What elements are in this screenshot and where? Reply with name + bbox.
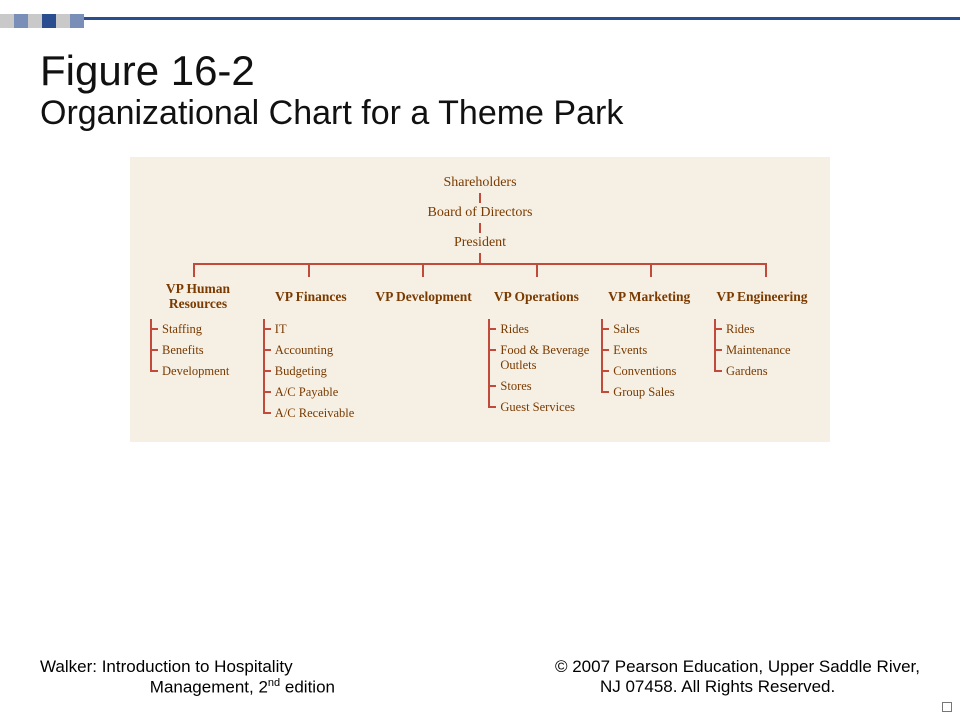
org-sub-list: ITAccountingBudgetingA/C PayableA/C Rece… — [257, 319, 365, 424]
header-decoration — [0, 0, 960, 28]
footer-left: Walker: Introduction to Hospitality Mana… — [40, 657, 445, 698]
org-sub-item: Guest Services — [496, 397, 590, 418]
deco-square — [28, 14, 42, 28]
footer-left-line2: Management, 2nd edition — [40, 677, 445, 698]
org-sub-list: SalesEventsConventionsGroup Sales — [595, 319, 703, 403]
org-vp-label: VP Marketing — [608, 279, 690, 313]
org-column: VP Engineering RidesMaintenanceGardens — [708, 279, 816, 424]
deco-square — [70, 14, 84, 28]
resize-handle-icon — [942, 702, 952, 712]
org-connector — [714, 319, 716, 371]
org-sub-item: Accounting — [271, 340, 365, 361]
org-connector — [479, 223, 481, 233]
footer-right: © 2007 Pearson Education, Upper Saddle R… — [515, 657, 920, 698]
org-sub-item: Staffing — [158, 319, 252, 340]
org-column: VP Finances ITAccountingBudgetingA/C Paya… — [257, 279, 365, 424]
org-connector — [193, 263, 195, 277]
org-vp-label: VP Operations — [494, 279, 579, 313]
org-sub-list: RidesMaintenanceGardens — [708, 319, 816, 382]
org-column: VP Development — [370, 279, 478, 424]
org-sub-item: Group Sales — [609, 382, 703, 403]
footer-right-line1: © 2007 Pearson Education, Upper Saddle R… — [555, 657, 920, 676]
figure-caption: Organizational Chart for a Theme Park — [40, 94, 920, 133]
org-sub-item: Stores — [496, 376, 590, 397]
title-block: Figure 16-2 Organizational Chart for a T… — [40, 48, 920, 133]
org-sub-item: Budgeting — [271, 361, 365, 382]
footer-left-text: Management, 2 — [150, 678, 268, 697]
org-node: Board of Directors — [428, 203, 533, 223]
org-sub-item: Sales — [609, 319, 703, 340]
deco-square — [42, 14, 56, 28]
org-chart-hbar — [144, 263, 816, 279]
org-connector — [488, 319, 490, 407]
org-node: President — [454, 233, 506, 253]
org-sub-item: A/C Receivable — [271, 403, 365, 424]
org-sub-item: Gardens — [722, 361, 816, 382]
org-sub-item: IT — [271, 319, 365, 340]
footer-left-tail: edition — [280, 678, 335, 697]
org-column: VP Marketing SalesEventsConventionsGroup … — [595, 279, 703, 424]
org-vp-label: VP Development — [375, 279, 471, 313]
org-chart: ShareholdersBoard of DirectorsPresident … — [130, 157, 830, 442]
org-connector — [479, 193, 481, 203]
org-hbar — [194, 263, 765, 265]
org-connector — [150, 319, 152, 371]
org-chart-columns: VP Human Resources StaffingBenefitsDevelo… — [144, 279, 816, 424]
org-connector — [422, 263, 424, 277]
org-connector — [601, 319, 603, 392]
org-connector — [308, 263, 310, 277]
footer-left-line1: Walker: Introduction to Hospitality — [40, 657, 293, 676]
org-sub-item: Maintenance — [722, 340, 816, 361]
deco-square — [0, 14, 14, 28]
figure-number: Figure 16-2 — [40, 48, 920, 94]
slide-footer: Walker: Introduction to Hospitality Mana… — [40, 657, 920, 698]
slide-body: Figure 16-2 Organizational Chart for a T… — [0, 28, 960, 720]
org-sub-item: Development — [158, 361, 252, 382]
deco-square — [56, 14, 70, 28]
org-column: VP Operations RidesFood & Beverage Outlet… — [482, 279, 590, 424]
org-vp-label: VP Finances — [275, 279, 347, 313]
org-sub-item: A/C Payable — [271, 382, 365, 403]
org-sub-list: RidesFood & Beverage OutletsStoresGuest … — [482, 319, 590, 418]
org-sub-item: Conventions — [609, 361, 703, 382]
org-vp-label: VP Engineering — [716, 279, 807, 313]
org-sub-item: Rides — [722, 319, 816, 340]
org-node: Shareholders — [443, 173, 516, 193]
org-sub-item: Benefits — [158, 340, 252, 361]
org-sub-item: Rides — [496, 319, 590, 340]
org-vp-label: VP Human Resources — [144, 279, 252, 313]
org-sub-list: StaffingBenefitsDevelopment — [144, 319, 252, 382]
deco-rule — [84, 17, 960, 20]
org-sub-item: Events — [609, 340, 703, 361]
org-connector — [263, 319, 265, 413]
deco-square — [14, 14, 28, 28]
footer-left-sup: nd — [268, 677, 280, 689]
org-column: VP Human Resources StaffingBenefitsDevelo… — [144, 279, 252, 424]
org-connector — [479, 253, 481, 263]
org-sub-item: Food & Beverage Outlets — [496, 340, 590, 376]
org-connector — [650, 263, 652, 277]
org-chart-top-chain: Shareholders Board of Directors President — [144, 173, 816, 263]
org-connector — [536, 263, 538, 277]
org-connector — [765, 263, 767, 277]
footer-right-line2: NJ 07458. All Rights Reserved. — [515, 677, 920, 697]
